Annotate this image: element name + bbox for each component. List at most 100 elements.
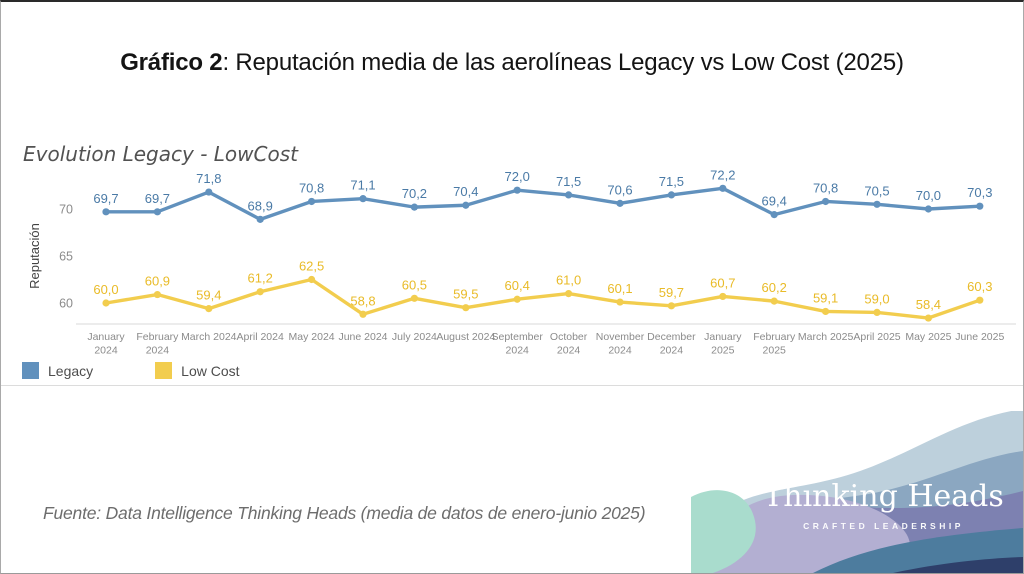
x-tick-label: April 2025: [853, 331, 900, 343]
lowcost-value-label: 59,0: [864, 291, 889, 306]
x-tick-label: July 2024: [392, 331, 437, 343]
x-tick-label: 2025: [763, 345, 787, 357]
legacy-point: [976, 202, 984, 210]
legacy-value-label: 69,7: [145, 191, 170, 206]
legacy-point: [873, 200, 881, 208]
lowcost-point: [102, 299, 110, 307]
logo-wave-lavender: [712, 494, 911, 573]
horizontal-divider: [1, 385, 1023, 386]
lowcost-value-label: 62,5: [299, 259, 324, 274]
x-tick-label: December: [647, 331, 696, 343]
legacy-point: [565, 191, 573, 199]
legacy-legend-label: Legacy: [48, 362, 94, 379]
x-tick-label: October: [550, 331, 588, 343]
chart-title-prefix: Gráfico 2: [120, 49, 223, 76]
legacy-value-label: 72,2: [710, 167, 735, 182]
lowcost-value-label: 60,2: [762, 280, 787, 295]
thinking-heads-logo: Thınking Heads CRAFTED LEADERSHIP: [691, 411, 1023, 573]
legacy-value-label: 69,7: [93, 191, 118, 206]
legacy-value-label: 70,4: [453, 184, 478, 199]
lowcost-point: [667, 302, 676, 310]
x-tick-label: February: [753, 331, 796, 343]
lowcost-point: [719, 292, 727, 301]
x-tick-label: 2024: [608, 345, 632, 357]
lowcost-value-label: 61,2: [248, 271, 273, 286]
logo-waves: [691, 411, 1023, 573]
worksheet-subtitle: Evolution Legacy - LowCost: [23, 142, 298, 166]
lowcost-legend-label: Low Cost: [181, 362, 240, 379]
lowcost-value-label: 58,4: [916, 297, 941, 312]
source-note: Fuente: Data Intelligence Thinking Heads…: [43, 503, 646, 523]
legacy-point: [719, 184, 727, 192]
lowcost-value-label: 59,5: [453, 287, 478, 302]
legacy-line: [104, 186, 982, 222]
x-tick-label: November: [596, 331, 645, 343]
lowcost-point: [924, 314, 933, 322]
lowcost-point: [770, 297, 778, 305]
lowcost-point: [410, 294, 418, 302]
legacy-value-label: 70,2: [402, 186, 427, 201]
logo-wave-mint: [691, 490, 756, 573]
x-tick-label: February: [136, 331, 179, 343]
lowcost-color-swatch: [155, 362, 173, 379]
x-tick-label: March 2025: [798, 331, 854, 343]
legacy-point: [410, 203, 418, 211]
legacy-point: [308, 197, 316, 206]
legacy-point: [153, 208, 161, 216]
lowcost-point: [565, 290, 573, 298]
legacy-value-label: 69,4: [762, 194, 787, 209]
y-tick-label: 70: [59, 203, 73, 217]
legend-item-legacy: Legacy: [22, 362, 93, 379]
x-tick-label: August 2024: [436, 331, 495, 343]
legacy-point: [359, 195, 367, 203]
x-tick-label: April 2024: [237, 331, 284, 343]
legacy-point: [205, 188, 213, 196]
x-tick-label: June 2024: [338, 331, 387, 343]
lowcost-point: [822, 307, 830, 316]
lowcost-value-label: 59,1: [813, 290, 838, 305]
logo-wave-navy: [893, 557, 1023, 573]
lowcost-point: [462, 304, 470, 312]
lowcost-value-label: 61,0: [556, 273, 581, 288]
chart-main-title: Gráfico 2: Reputación media de las aerol…: [1, 49, 1023, 77]
legacy-point: [822, 197, 830, 206]
lowcost-point: [308, 275, 316, 284]
x-tick-label: January: [704, 331, 742, 343]
legacy-value-label: 70,8: [813, 180, 838, 195]
x-tick-label: March 2024: [181, 331, 237, 343]
lowcost-point: [513, 295, 521, 303]
legacy-value-label: 72,0: [505, 169, 530, 184]
lowcost-value-label: 59,4: [196, 288, 221, 303]
x-tick-label: June 2025: [955, 331, 1004, 343]
legacy-point: [256, 215, 264, 223]
legacy-value-label: 70,3: [967, 185, 992, 200]
legacy-value-label: 70,8: [299, 180, 324, 195]
legacy-value-label: 70,0: [916, 188, 941, 203]
lowcost-value-label: 60,3: [967, 279, 992, 294]
chart-legend: Legacy Low Cost: [22, 362, 240, 379]
lowcost-point: [205, 305, 213, 313]
lowcost-point: [256, 288, 264, 296]
legacy-color-swatch: [22, 362, 39, 379]
legacy-point: [667, 191, 676, 199]
x-tick-label: May 2024: [289, 331, 335, 343]
x-tick-label: May 2025: [905, 331, 951, 343]
legacy-value-label: 71,5: [556, 174, 581, 189]
legacy-point: [513, 186, 521, 194]
lowcost-value-label: 60,7: [710, 275, 735, 290]
x-tick-label: 2024: [506, 345, 530, 357]
legacy-value-label: 70,5: [864, 183, 889, 198]
x-tick-label: January: [87, 331, 125, 343]
lowcost-line: [104, 277, 982, 320]
lowcost-point: [359, 310, 367, 318]
legacy-value-label: 68,9: [248, 198, 273, 213]
lowcost-value-label: 60,1: [607, 281, 632, 296]
legacy-value-label: 71,5: [659, 174, 684, 189]
chart-title-rest: : Reputación media de las aerolíneas Leg…: [222, 49, 904, 76]
legend-item-lowcost: Low Cost: [155, 362, 240, 379]
legacy-point: [924, 205, 933, 213]
y-tick-label: 65: [59, 250, 73, 264]
legacy-point: [462, 201, 470, 209]
lowcost-value-label: 59,7: [659, 285, 684, 300]
legacy-value-label: 71,8: [196, 171, 221, 186]
